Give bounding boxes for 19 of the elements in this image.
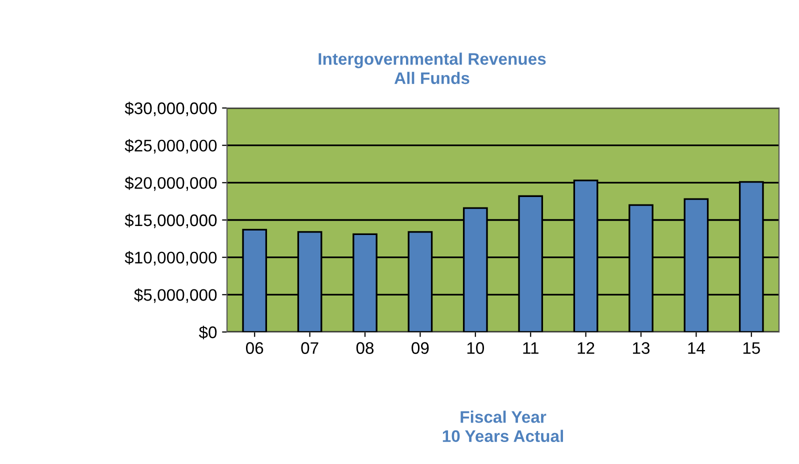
x-tick-label: 06	[246, 342, 264, 354]
x-tick-label: 11	[523, 342, 538, 354]
x-tick-label: 14	[688, 342, 705, 354]
x-tick-label: 12	[578, 342, 594, 354]
x-tick-label: 15	[743, 342, 760, 354]
chart-title: Intergovernmental Revenues All Funds	[318, 52, 546, 84]
x-tick-label: 07	[301, 342, 318, 354]
y-tick-label: $30,000,000	[124, 102, 217, 116]
y-tick-label: $5,000,000	[134, 288, 217, 303]
y-tick-label: $25,000,000	[124, 139, 217, 154]
x-tick-label: 13	[633, 342, 650, 354]
y-tick-label: $15,000,000	[124, 214, 217, 228]
y-tick-label: $10,000,000	[124, 251, 217, 266]
x-tick-label: 09	[412, 342, 429, 354]
x-tick-label: 10	[467, 342, 484, 354]
y-tick-label: $0	[198, 326, 217, 340]
y-tick-label: $20,000,000	[124, 176, 217, 191]
x-tick-label: 08	[356, 342, 374, 354]
x-axis-title: Fiscal Year 10 Years Actual	[442, 410, 563, 442]
